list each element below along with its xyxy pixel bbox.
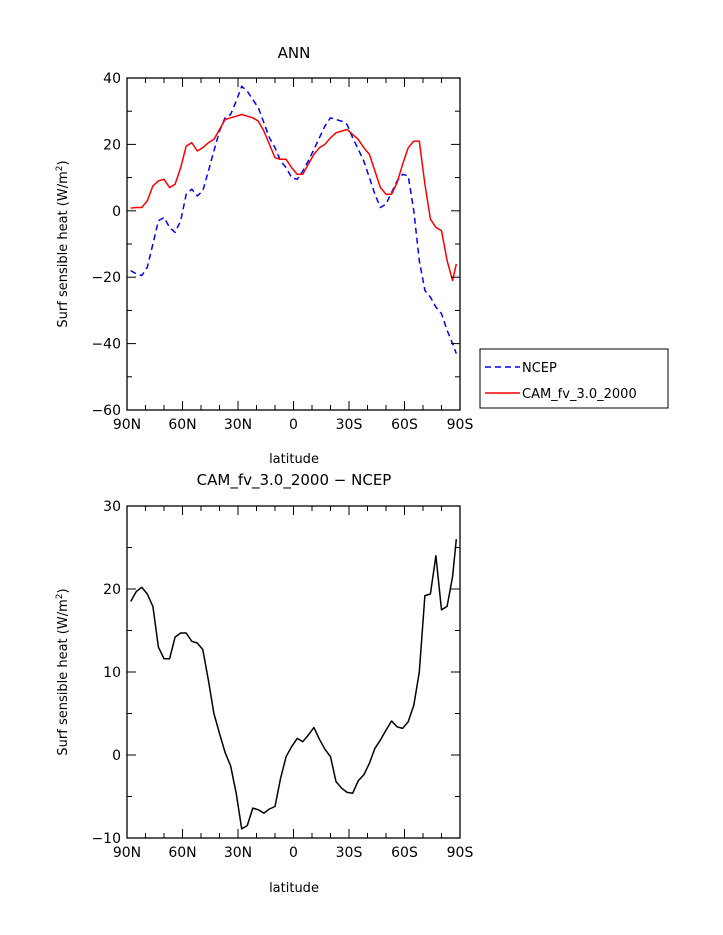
legend-label-ncep: NCEP [522,361,557,376]
bottom-y-tick-label: 30 [103,499,121,515]
top-y-axis-label: Surf sensible heat (W/m2) [55,160,71,327]
bottom-y-axis-label: Surf sensible heat (W/m2) [55,588,71,755]
top-y-axis-label-sup: 2 [55,166,65,172]
top-plot-frame [126,77,461,411]
bottom-y-axis-label-main: Surf sensible heat (W/m [56,599,71,755]
bottom-y-axis-label-sup: 2 [55,594,65,600]
bottom-x-tick-label: 30N [224,845,252,861]
bottom-x-axis-label: latitude [269,881,319,896]
bottom-chart-title: CAM_fv_3.0_2000 − NCEP [197,471,392,490]
top-x-tick-label: 30S [336,417,363,433]
bottom-plot-frame [126,505,461,839]
bottom-x-tick-label: 90S [447,845,474,861]
legend: NCEP CAM_fv_3.0_2000 [479,348,669,409]
bottom-x-tick-label: 60N [168,845,196,861]
top-x-tick-label: 30N [224,417,252,433]
bottom-y-tick-label: 0 [112,748,121,764]
top-x-tick-label: 60N [168,417,196,433]
bottom-series-line-cam-fv-3-0-2000-ncep [130,539,458,830]
bottom-y-tick-label: 20 [103,582,121,598]
top-y-tick-label: −60 [91,403,121,419]
legend-label-cam: CAM_fv_3.0_2000 [522,387,637,402]
top-ticks-group: 90N 60N 30N 0 30S 60S 90S 40 20 0 −20 −40 −60 [91,71,473,433]
bottom-x-tick-label: 30S [336,845,363,861]
bottom-x-tick-label: 0 [289,845,298,861]
top-y-tick-label: 20 [103,137,121,153]
top-series-group [130,85,458,354]
top-chart-title: ANN [278,44,311,62]
top-x-tick-label: 0 [289,417,298,433]
top-x-tick-label: 60S [391,417,418,433]
top-x-tick-label: 90N [113,417,141,433]
legend-box [479,348,669,409]
top-x-axis-label: latitude [269,452,319,467]
bottom-x-tick-label: 60S [391,845,418,861]
bottom-series-group [130,539,458,830]
top-series-line-ncep [130,85,458,354]
top-y-tick-label: 40 [103,71,121,87]
top-y-tick-label: −40 [91,337,121,353]
bottom-x-tick-label: 90N [113,845,141,861]
top-series-line-cam-fv-3-0-2000 [130,113,458,282]
top-panel: ANN 90N 60N 30N 0 30S 60S 90S 40 20 0 −20 −40 −60 la… [55,44,473,467]
top-x-tick-label: 90S [447,417,474,433]
bottom-ticks-group: 90N 60N 30N 0 30S 60S 90S 30 20 10 0 −10 [91,499,473,861]
top-y-tick-label: −20 [91,270,121,286]
bottom-y-tick-label: −10 [91,831,121,847]
top-y-axis-label-close: ) [56,160,71,165]
top-y-axis-label-main: Surf sensible heat (W/m [56,171,71,327]
bottom-y-tick-label: 10 [103,665,121,681]
bottom-y-axis-label-close: ) [56,588,71,593]
top-y-tick-label: 0 [112,204,121,220]
bottom-panel: CAM_fv_3.0_2000 − NCEP 90N 60N 30N 0 30S 60S 9… [55,471,473,896]
